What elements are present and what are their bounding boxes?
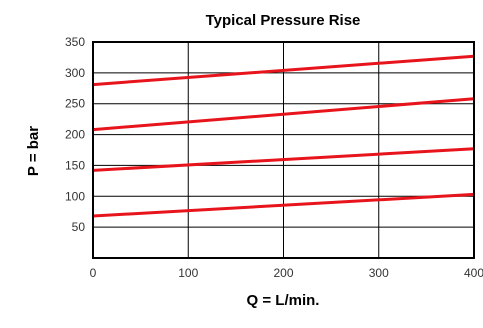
y-tick-label: 150 bbox=[65, 158, 85, 172]
series-lines bbox=[92, 54, 475, 218]
x-tick-label: 400 bbox=[464, 266, 483, 280]
x-tick-label: 0 bbox=[90, 266, 97, 280]
y-tick-label: 350 bbox=[65, 35, 85, 49]
y-tick-label: 300 bbox=[65, 66, 85, 80]
y-tick-label: 250 bbox=[65, 97, 85, 111]
y-tick-labels: 50 100 150 200 250 300 350 bbox=[65, 35, 85, 234]
y-tick-label: 200 bbox=[65, 128, 85, 142]
series-line-4 bbox=[92, 54, 475, 87]
plot-frame bbox=[92, 41, 475, 259]
x-tick-label: 200 bbox=[273, 266, 293, 280]
x-tick-label: 300 bbox=[369, 266, 389, 280]
x-axis-label: Q = L/min. bbox=[247, 292, 320, 309]
grid-lines bbox=[92, 41, 475, 258]
y-tick-label: 100 bbox=[65, 189, 85, 203]
series-line-2 bbox=[92, 147, 475, 172]
x-tick-labels: 0 100 200 300 400 bbox=[90, 266, 483, 280]
series-line-1 bbox=[92, 192, 475, 218]
chart-title: Typical Pressure Rise bbox=[206, 12, 361, 29]
y-axis-label: P = bar bbox=[25, 126, 42, 176]
y-tick-label: 50 bbox=[72, 220, 86, 234]
x-tick-label: 100 bbox=[178, 266, 198, 280]
series-line-3 bbox=[92, 97, 475, 132]
